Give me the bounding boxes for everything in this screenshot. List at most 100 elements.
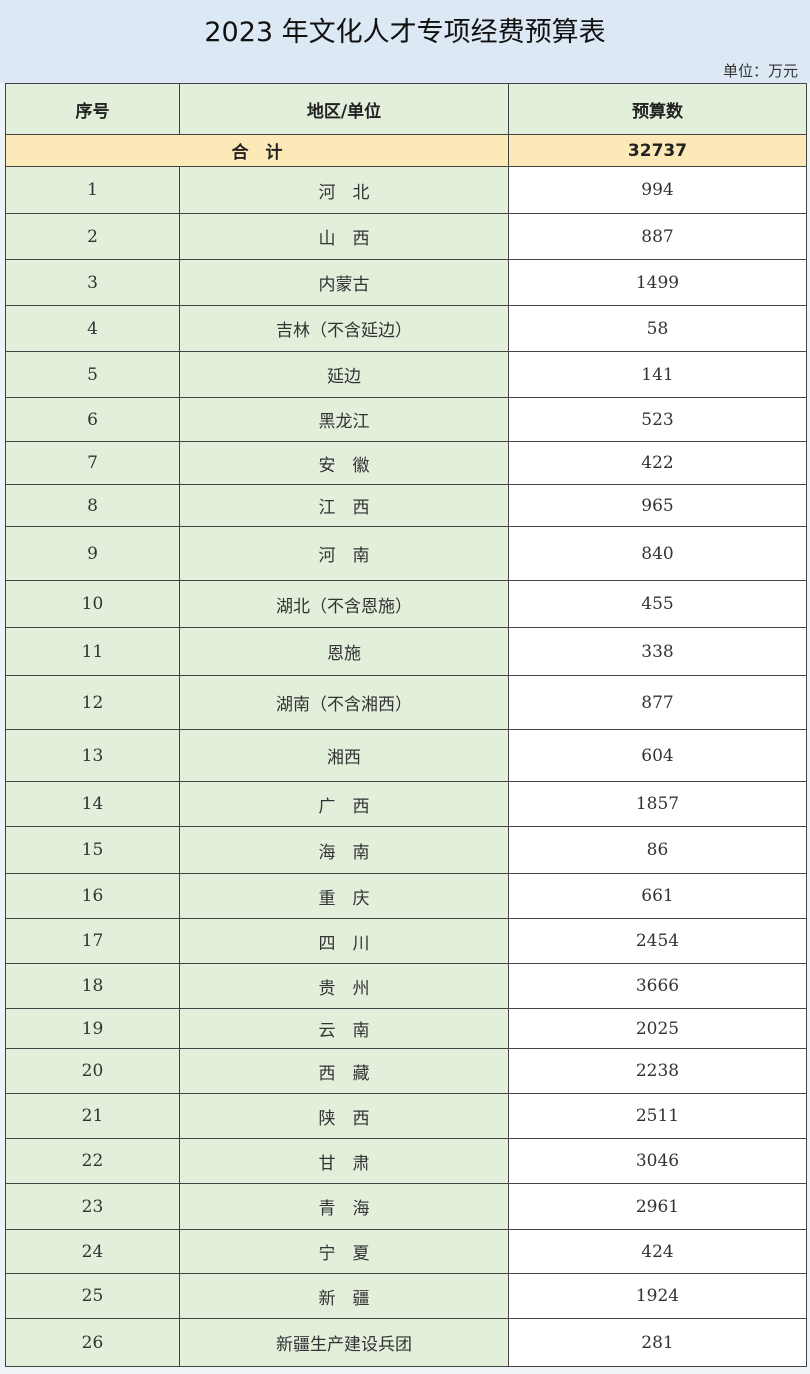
unit-label: 单位：万元 — [722, 62, 798, 80]
table-row: 21 陕 西 2511 — [5, 1093, 807, 1139]
cell-budget: 994 — [508, 166, 807, 214]
cell-region: 新疆生产建设兵团 — [179, 1318, 509, 1367]
cell-region: 吉林（不含延边） — [179, 305, 509, 352]
cell-region: 安 徽 — [179, 441, 509, 485]
cell-budget: 965 — [508, 484, 807, 527]
total-label: 合 计 — [5, 134, 509, 167]
cell-budget: 422 — [508, 441, 807, 485]
cell-region: 湖北（不含恩施） — [179, 580, 509, 628]
cell-index: 3 — [5, 259, 180, 306]
cell-budget: 877 — [508, 675, 807, 730]
cell-region: 陕 西 — [179, 1093, 509, 1139]
cell-region: 海 南 — [179, 826, 509, 874]
cell-budget: 840 — [508, 526, 807, 581]
table-row: 4 吉林（不含延边） 58 — [5, 305, 807, 352]
cell-region: 贵 州 — [179, 963, 509, 1009]
header-budget: 预算数 — [508, 83, 807, 135]
table-row: 10 湖北（不含恩施） 455 — [5, 580, 807, 628]
cell-index: 4 — [5, 305, 180, 352]
cell-index: 10 — [5, 580, 180, 628]
total-value: 32737 — [508, 134, 807, 167]
table-row: 24 宁 夏 424 — [5, 1229, 807, 1274]
cell-index: 22 — [5, 1138, 180, 1184]
cell-budget: 86 — [508, 826, 807, 874]
cell-index: 5 — [5, 351, 180, 398]
cell-index: 11 — [5, 627, 180, 676]
cell-region: 河 北 — [179, 166, 509, 214]
cell-budget: 661 — [508, 873, 807, 919]
cell-index: 19 — [5, 1008, 180, 1049]
cell-index: 16 — [5, 873, 180, 919]
cell-index: 14 — [5, 781, 180, 827]
cell-budget: 58 — [508, 305, 807, 352]
cell-index: 13 — [5, 729, 180, 782]
table-row: 19 云 南 2025 — [5, 1008, 807, 1049]
header-index: 序号 — [5, 83, 180, 135]
cell-region: 四 川 — [179, 918, 509, 964]
cell-budget: 604 — [508, 729, 807, 782]
cell-region: 江 西 — [179, 484, 509, 527]
cell-index: 20 — [5, 1048, 180, 1094]
cell-budget: 2511 — [508, 1093, 807, 1139]
table-row: 13 湘西 604 — [5, 729, 807, 782]
cell-budget: 2454 — [508, 918, 807, 964]
cell-index: 21 — [5, 1093, 180, 1139]
cell-budget: 1924 — [508, 1273, 807, 1319]
cell-budget: 523 — [508, 397, 807, 442]
cell-region: 内蒙古 — [179, 259, 509, 306]
cell-index: 26 — [5, 1318, 180, 1367]
table-row: 25 新 疆 1924 — [5, 1273, 807, 1319]
cell-budget: 2025 — [508, 1008, 807, 1049]
cell-budget: 141 — [508, 351, 807, 398]
table-row: 5 延边 141 — [5, 351, 807, 398]
cell-region: 广 西 — [179, 781, 509, 827]
cell-region: 恩施 — [179, 627, 509, 676]
cell-region: 重 庆 — [179, 873, 509, 919]
table-row: 26 新疆生产建设兵团 281 — [5, 1318, 807, 1367]
cell-budget: 338 — [508, 627, 807, 676]
header-region: 地区/单位 — [179, 83, 509, 135]
table-row: 3 内蒙古 1499 — [5, 259, 807, 306]
cell-budget: 2238 — [508, 1048, 807, 1094]
cell-region: 云 南 — [179, 1008, 509, 1049]
cell-region: 青 海 — [179, 1183, 509, 1230]
table-row: 17 四 川 2454 — [5, 918, 807, 964]
cell-budget: 455 — [508, 580, 807, 628]
cell-region: 湖南（不含湘西） — [179, 675, 509, 730]
cell-budget: 3666 — [508, 963, 807, 1009]
cell-region: 山 西 — [179, 213, 509, 260]
cell-index: 17 — [5, 918, 180, 964]
cell-index: 6 — [5, 397, 180, 442]
cell-budget: 2961 — [508, 1183, 807, 1230]
cell-index: 24 — [5, 1229, 180, 1274]
cell-index: 8 — [5, 484, 180, 527]
cell-budget: 3046 — [508, 1138, 807, 1184]
cell-index: 7 — [5, 441, 180, 485]
cell-budget: 1499 — [508, 259, 807, 306]
cell-region: 新 疆 — [179, 1273, 509, 1319]
cell-index: 9 — [5, 526, 180, 581]
cell-index: 15 — [5, 826, 180, 874]
cell-region: 西 藏 — [179, 1048, 509, 1094]
table-row: 15 海 南 86 — [5, 826, 807, 874]
cell-index: 25 — [5, 1273, 180, 1319]
cell-budget: 281 — [508, 1318, 807, 1367]
table-row: 6 黑龙江 523 — [5, 397, 807, 442]
cell-index: 18 — [5, 963, 180, 1009]
cell-region: 延边 — [179, 351, 509, 398]
page-title: 2023 年文化人才专项经费预算表 — [204, 17, 606, 48]
cell-region: 甘 肃 — [179, 1138, 509, 1184]
cell-budget: 1857 — [508, 781, 807, 827]
table-row: 23 青 海 2961 — [5, 1183, 807, 1230]
table-row: 18 贵 州 3666 — [5, 963, 807, 1009]
cell-index: 23 — [5, 1183, 180, 1230]
table-row: 11 恩施 338 — [5, 627, 807, 676]
cell-index: 1 — [5, 166, 180, 214]
cell-index: 2 — [5, 213, 180, 260]
table-row: 12 湖南（不含湘西） 877 — [5, 675, 807, 730]
